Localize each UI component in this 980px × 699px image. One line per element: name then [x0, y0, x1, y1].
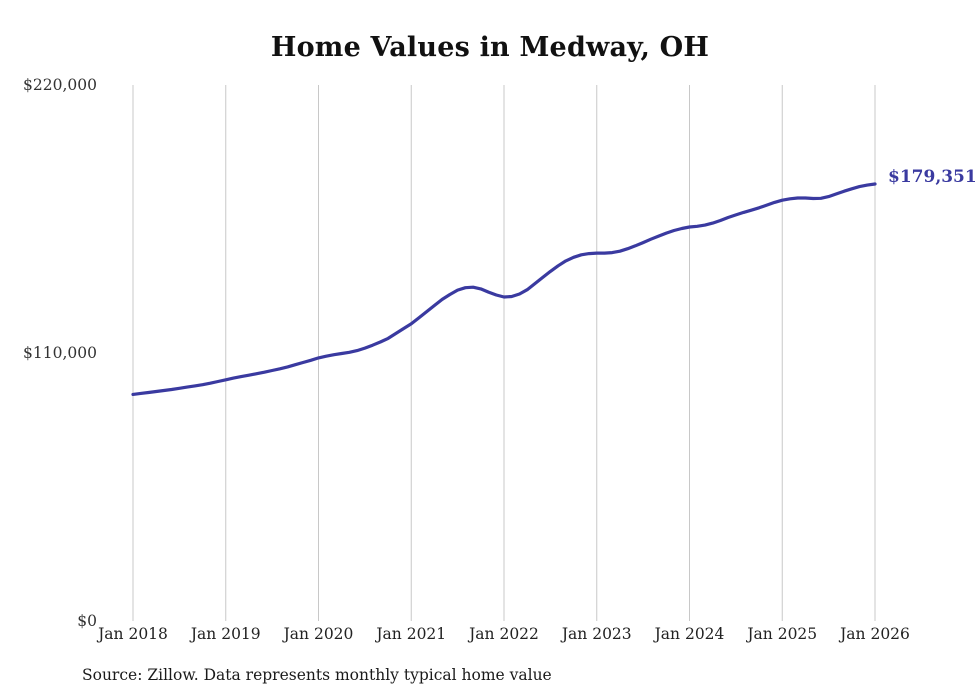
y-tick-label: $0 [77, 612, 97, 630]
chart-title: Home Values in Medway, OH [270, 32, 710, 63]
x-tick-label: Jan 2019 [190, 625, 261, 643]
source-note: Source: Zillow. Data represents monthly … [82, 666, 552, 684]
x-tick-label: Jan 2022 [469, 625, 539, 643]
x-tick-label: Jan 2024 [654, 625, 725, 643]
x-tick-label: Jan 2018 [98, 625, 168, 643]
final-value-annotation: $179,351 [888, 167, 977, 188]
x-tick-label: Jan 2020 [283, 625, 354, 643]
y-tick-label: $110,000 [23, 344, 97, 362]
x-tick-label: Jan 2021 [376, 625, 447, 643]
y-tick-label: $220,000 [23, 76, 97, 94]
x-tick-label: Jan 2023 [561, 625, 632, 643]
home-value-line-series [131, 182, 877, 396]
x-tick-label: Jan 2025 [747, 625, 818, 643]
vertical-gridlines [132, 85, 876, 621]
x-tick-label: Jan 2026 [840, 625, 910, 643]
